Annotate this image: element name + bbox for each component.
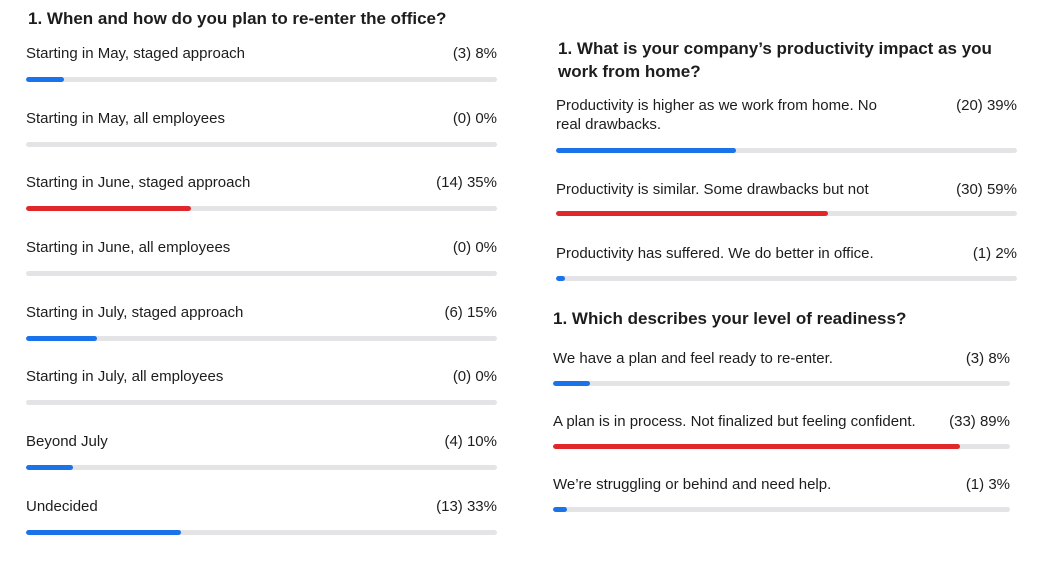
poll-option: We’re struggling or behind and need help… [553,475,1010,538]
poll-option: Productivity is similar. Some drawbacks … [556,180,1017,244]
poll-options: We have a plan and feel ready to re-ente… [553,349,1010,538]
poll-option: Starting in June, staged approach (14) 35… [26,173,497,238]
option-result: (0) 0% [452,109,497,127]
result-bar-track [553,381,1010,386]
option-result: (3) 8% [965,350,1010,367]
option-result: (1) 2% [972,245,1017,262]
option-label: Starting in July, all employees [26,368,224,386]
poll-title: 1. What is your company’s productivity i… [558,39,992,81]
poll-option: Undecided (13) 33% [26,497,497,562]
poll-readiness-level: 1. Which describes your level of readine… [553,300,1010,538]
option-label: A plan is in process. Not finalized but … [553,413,916,430]
result-bar-fill [26,335,97,341]
result-bar-fill [553,381,590,386]
poll-option: Starting in July, all employees (0) 0% [26,367,497,432]
option-label: Beyond July [26,433,108,451]
result-bar-fill [26,77,64,82]
option-label: Productivity is similar. Some drawbacks … [556,181,869,198]
poll-option: Starting in July, staged approach (6) 15% [26,303,497,368]
result-bar-track [26,465,497,471]
result-bar-fill [556,148,736,153]
result-bar-track [26,335,497,341]
option-result: (14) 35% [436,174,497,192]
option-label: Starting in May, staged approach [26,45,246,62]
result-bar-track [26,77,497,82]
result-bar-fill [26,206,191,212]
result-bar-track [26,400,497,406]
poll-option: We have a plan and feel ready to re-ente… [553,349,1010,412]
option-result: (4) 10% [444,433,497,451]
option-label: We’re struggling or behind and need help… [553,476,832,493]
option-label: Starting in June, staged approach [26,174,251,192]
poll-option: Productivity is higher as we work from h… [556,96,1017,180]
poll-option: Beyond July (4) 10% [26,432,497,497]
poll-option: A plan is in process. Not finalized but … [553,412,1010,475]
option-result: (33) 89% [949,413,1010,430]
poll-productivity-impact: 1. What is your company’s productivity i… [556,30,1017,284]
option-result: (0) 0% [452,368,497,386]
result-bar-track [26,271,497,277]
result-bar-track [556,148,1017,153]
result-bar-track [26,141,497,147]
poll-option: Starting in June, all employees (0) 0% [26,238,497,303]
poll-title: 1. When and how do you plan to re-enter … [28,9,447,28]
option-result: (1) 3% [965,476,1010,493]
result-bar-track [553,507,1010,512]
poll-title: 1. Which describes your level of readine… [553,309,907,328]
option-result: (13) 33% [436,497,497,515]
result-bar-fill [553,444,960,449]
result-bar-fill [556,211,828,216]
result-bar-track [26,529,497,535]
result-bar-fill [553,507,567,512]
option-result: (3) 8% [452,45,497,62]
option-label: Starting in July, staged approach [26,303,244,321]
option-label: Starting in May, all employees [26,109,225,127]
poll-option: Starting in May, staged approach (3) 8% [26,44,497,109]
option-result: (30) 59% [956,181,1017,198]
result-bar-fill [26,465,74,471]
option-label: Undecided [26,497,98,515]
result-bar-track [556,276,1017,281]
poll-office-reentry: 1. When and how do you plan to re-enter … [26,0,497,562]
option-result: (6) 15% [444,303,497,321]
option-label: Productivity is higher as we work from h… [556,97,877,133]
result-bar-track [556,211,1017,216]
option-result: (20) 39% [956,97,1017,114]
poll-option: Productivity has suffered. We do better … [556,244,1017,284]
poll-option: Starting in May, all employees (0) 0% [26,109,497,174]
option-label: Productivity has suffered. We do better … [556,245,874,262]
result-bar-track [26,206,497,212]
poll-options: Productivity is higher as we work from h… [556,96,1017,284]
result-bar-track [553,444,1010,449]
result-bar-fill [26,529,182,535]
option-label: Starting in June, all employees [26,239,231,257]
option-label: We have a plan and feel ready to re-ente… [553,350,833,367]
result-bar-fill [556,276,566,281]
poll-options: Starting in May, staged approach (3) 8% S… [26,44,497,562]
option-result: (0) 0% [452,239,497,257]
